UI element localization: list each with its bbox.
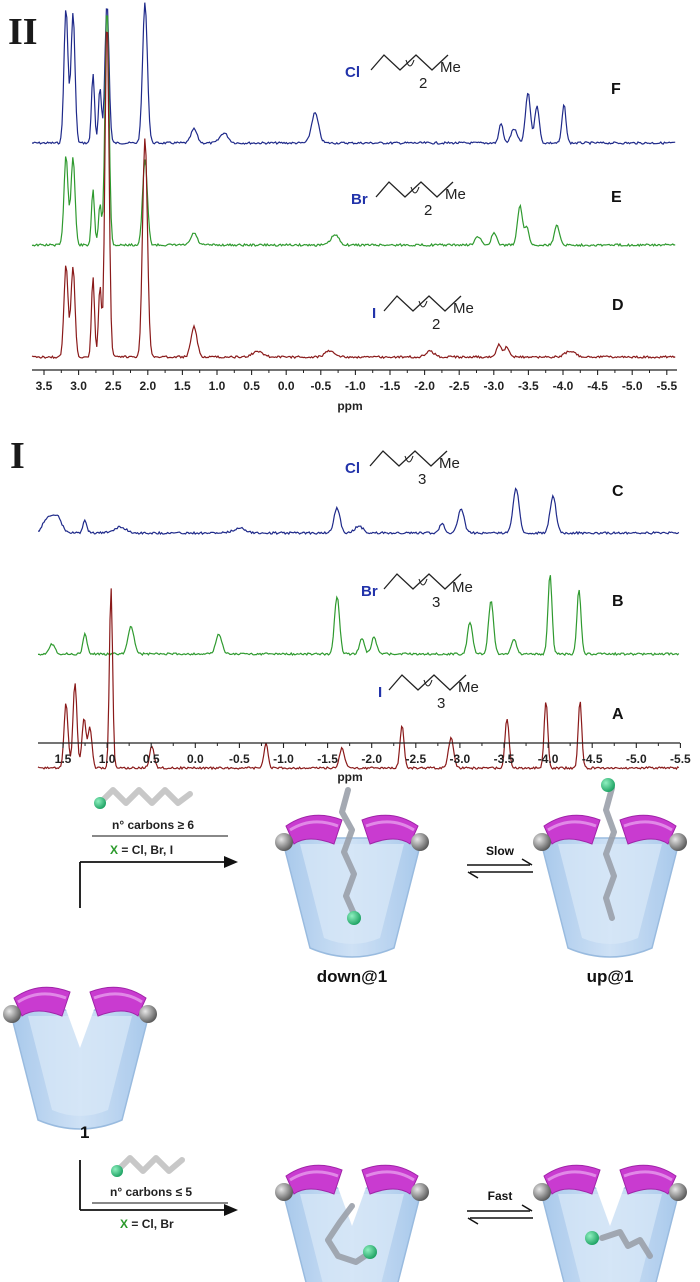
halogen-label-A: I — [378, 684, 382, 701]
up-complex — [533, 778, 687, 958]
molecule-label-D: I 2 Me — [372, 295, 474, 333]
panel-i-tick-label: -3.5 — [494, 752, 515, 766]
subscript-E: 2 — [424, 202, 432, 219]
panel-ii-tick-label: -2.0 — [414, 379, 435, 393]
fast-complex-right — [533, 1164, 687, 1282]
slow-label: Slow — [486, 844, 515, 858]
upper-alkyl-chain — [94, 787, 193, 809]
halogen-label-C: Cl — [345, 460, 360, 477]
lower-alkyl-chain — [111, 1155, 185, 1177]
subscript-C: 3 — [418, 471, 426, 488]
panel-ii-tick-label: -0.5 — [310, 379, 331, 393]
panel-i-axis: 1.5 1.0 0.5 0.0 -0.5 -1.0 -1.5 -2.0 -2.5 -3.0 -3.5… — [38, 742, 691, 784]
panel-ii-tick-label: -3.5 — [518, 379, 539, 393]
panel-ii-spectra — [31, 2, 676, 360]
molecule-label-C: Cl 3 Me — [345, 450, 460, 488]
panel-i-tick-label: -5.5 — [670, 752, 691, 766]
panel-ii-axis: 3.5 3.0 2.5 2.0 1.5 1.0 0.5 0.0 -0.5 -1.0 -1.5 -2.0… — [32, 369, 677, 413]
panel-ii-tick-label: 0.0 — [278, 379, 295, 393]
panel-i-tick-label: -1.5 — [317, 752, 338, 766]
panel-ii-axis-label: ppm — [337, 399, 362, 413]
panel-ii-tick-label: 0.5 — [243, 379, 260, 393]
halogen-label-E: Br — [351, 191, 368, 208]
fast-label: Fast — [488, 1189, 513, 1203]
panel-i-axis-label: ppm — [337, 770, 362, 784]
panel-ii-tick-label: -3.0 — [483, 379, 504, 393]
fast-complex-left — [275, 1164, 429, 1282]
panel-ii-tick-label: 3.5 — [36, 379, 53, 393]
panel-ii-tick-label: -5.0 — [622, 379, 643, 393]
panel-ii-tick-label: -4.5 — [587, 379, 608, 393]
panel-ii-tick-label: 2.5 — [105, 379, 122, 393]
tail-E: Me — [445, 186, 466, 203]
panel-i-tick-label: -5.0 — [626, 752, 647, 766]
panel-i-numeral: I — [10, 435, 25, 477]
panel-ii-tick-label: -2.5 — [449, 379, 470, 393]
down-complex — [275, 787, 429, 958]
up-label: up@1 — [587, 967, 634, 986]
panel-ii-tick-label: -1.0 — [345, 379, 366, 393]
lower-condition-x: X = Cl, Br — [120, 1217, 174, 1231]
panel-i-tick-label: -2.5 — [405, 752, 426, 766]
tail-B: Me — [452, 579, 473, 596]
spectrum-line-C — [38, 487, 680, 536]
panel-i-tick-label: -2.0 — [361, 752, 382, 766]
panel-ii-tick-label: -4.0 — [553, 379, 574, 393]
panel-i-tick-label: -4.0 — [538, 752, 559, 766]
panel-i-tick-label: -3.0 — [450, 752, 471, 766]
down-label: down@1 — [317, 967, 387, 986]
tail-C: Me — [439, 455, 460, 472]
lower-condition-carbons: n° carbons ≤ 5 — [110, 1185, 192, 1199]
panel-ii-tick-label: -1.5 — [380, 379, 401, 393]
upper-condition-x: X = Cl, Br, I — [110, 843, 173, 857]
subscript-A: 3 — [437, 695, 445, 712]
slow-equilibrium-arrows: Slow — [467, 844, 533, 879]
halogen-label-D: I — [372, 305, 376, 322]
tail-D: Me — [453, 300, 474, 317]
panel-ii-numeral: II — [8, 11, 38, 53]
panel-i-tick-label: 0.0 — [187, 752, 204, 766]
spectrum-letter-F: F — [611, 81, 621, 98]
subscript-F: 2 — [419, 75, 427, 92]
spectrum-letter-E: E — [611, 189, 622, 206]
panel-i-tick-label: -4.5 — [582, 752, 603, 766]
panel-i-tick-label: 1.5 — [55, 752, 72, 766]
spectrum-line-D — [31, 31, 676, 360]
upper-reaction-arrow — [79, 856, 238, 908]
molecule-label-F: Cl 2 Me — [345, 54, 461, 92]
spectrum-line-A — [37, 588, 680, 771]
tail-A: Me — [458, 679, 479, 696]
molecule-label-B: Br 3 Me — [361, 573, 473, 611]
spectrum-letter-A: A — [612, 706, 624, 723]
lower-reaction-arrow — [79, 1160, 238, 1216]
tail-F: Me — [440, 59, 461, 76]
panel-i-tick-label: -0.5 — [229, 752, 250, 766]
subscript-D: 2 — [432, 316, 440, 333]
panel-ii-tick-label: 2.0 — [139, 379, 156, 393]
panel-ii-tick-label: 1.0 — [209, 379, 226, 393]
panel-i-spectra — [37, 487, 680, 771]
panel-ii-tick-label: 3.0 — [70, 379, 87, 393]
spectrum-line-E — [31, 15, 676, 248]
panel-ii-tick-label: -5.5 — [656, 379, 677, 393]
molecule-label-A: I 3 Me — [378, 674, 479, 712]
spectrum-letter-D: D — [612, 297, 624, 314]
panel-i-tick-label: 1.0 — [99, 752, 116, 766]
host-cavitand-1 — [3, 986, 157, 1130]
panel-i-tick-label: -1.0 — [273, 752, 294, 766]
halogen-label-B: Br — [361, 583, 378, 600]
panel-ii-tick-label: 1.5 — [174, 379, 191, 393]
halogen-label-F: Cl — [345, 64, 360, 81]
spectrum-letter-C: C — [612, 483, 624, 500]
molecule-label-E: Br 2 Me — [351, 181, 466, 219]
panel-i-tick-label: 0.5 — [143, 752, 160, 766]
fast-equilibrium-arrows: Fast — [467, 1189, 533, 1225]
subscript-B: 3 — [432, 594, 440, 611]
spectrum-line-B — [37, 575, 680, 656]
spectrum-letter-B: B — [612, 593, 624, 610]
host-label: 1 — [80, 1123, 89, 1142]
upper-condition-carbons: n° carbons ≥ 6 — [112, 818, 194, 832]
spectrum-line-F — [31, 2, 676, 146]
